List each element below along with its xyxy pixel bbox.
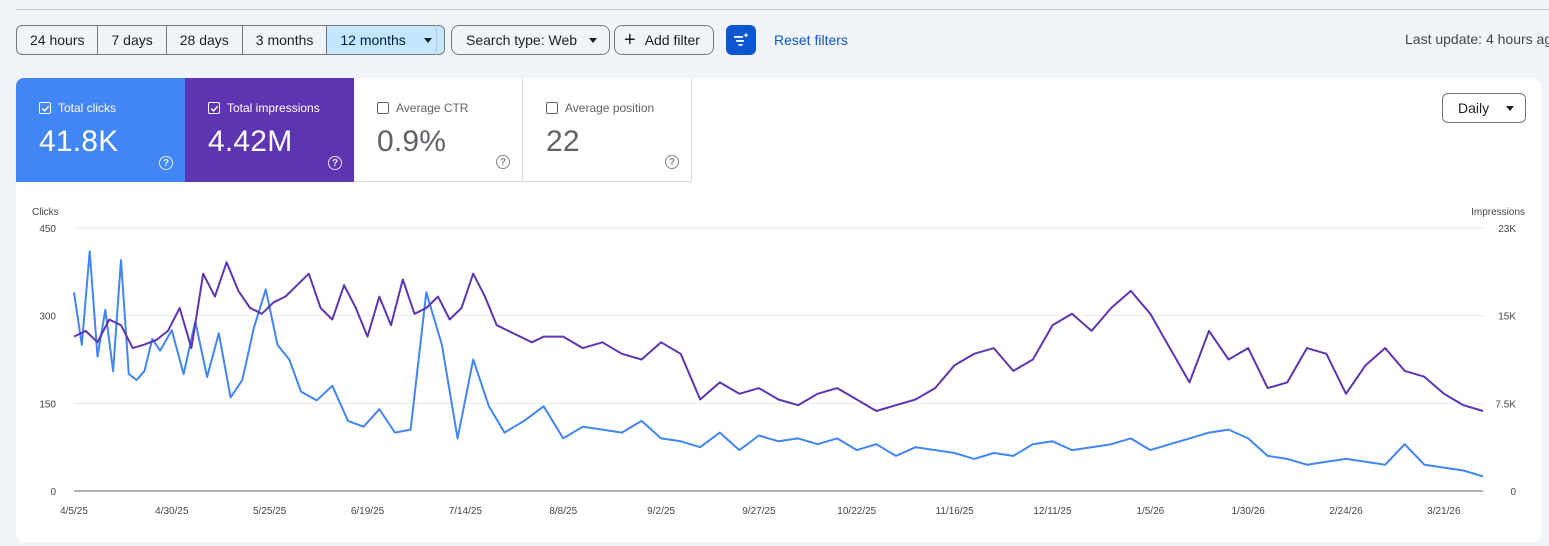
- y-right-tick-label: 0: [1510, 487, 1516, 498]
- granularity-dropdown[interactable]: Daily: [1442, 93, 1526, 123]
- range-12-months-label: 12 months: [340, 32, 406, 48]
- checkbox-checked-icon[interactable]: [208, 102, 220, 114]
- metric-value: 41.8K: [39, 125, 119, 158]
- metric-value: 0.9%: [377, 125, 447, 158]
- metric-total-clicks[interactable]: Total clicks 41.8K ?: [16, 78, 185, 182]
- date-range-selector: 24 hours 7 days 28 days 3 months 12 mont…: [16, 25, 445, 55]
- add-filter-button[interactable]: + Add filter: [614, 25, 714, 55]
- metric-value: 4.42M: [208, 125, 293, 158]
- x-tick-label: 8/8/25: [549, 506, 577, 517]
- search-type-dropdown[interactable]: Search type: Web: [451, 25, 611, 55]
- plus-icon: +: [624, 29, 636, 51]
- x-tick-label: 2/24/26: [1329, 506, 1363, 517]
- y-left-axis-title: Clicks: [32, 207, 59, 218]
- y-right-tick-label: 23K: [1498, 224, 1516, 235]
- range-3-months[interactable]: 3 months: [243, 26, 328, 54]
- metric-label: Average CTR: [396, 101, 469, 115]
- metric-label-row: Average CTR: [377, 101, 522, 115]
- caret-down-icon: [589, 37, 598, 43]
- x-tick-label: 3/21/26: [1427, 506, 1461, 517]
- metric-value: 22: [546, 125, 580, 158]
- metric-label: Average position: [565, 101, 655, 115]
- caret-down-icon: [1506, 105, 1515, 111]
- checkbox-unchecked-icon[interactable]: [546, 102, 558, 114]
- range-24-hours[interactable]: 24 hours: [17, 26, 99, 54]
- x-tick-label: 10/22/25: [837, 506, 876, 517]
- add-filter-label: Add filter: [644, 32, 700, 48]
- metric-average-ctr[interactable]: Average CTR 0.9% ?: [354, 78, 523, 182]
- range-28-days[interactable]: 28 days: [167, 26, 243, 54]
- checkbox-checked-icon[interactable]: [39, 102, 51, 114]
- help-icon[interactable]: ?: [159, 156, 173, 170]
- y-left-tick-label: 150: [39, 399, 56, 410]
- help-icon[interactable]: ?: [496, 155, 510, 169]
- series-line-clicks: [73, 250, 1484, 478]
- reset-filters-link[interactable]: Reset filters: [774, 32, 848, 48]
- range-7-days[interactable]: 7 days: [98, 26, 167, 54]
- x-tick-label: 7/14/25: [449, 506, 483, 517]
- metric-label-row: Average position: [546, 101, 691, 115]
- metric-label: Total clicks: [58, 101, 117, 115]
- checkbox-unchecked-icon[interactable]: [377, 102, 389, 114]
- performance-chart: 0 0 150 7.5K 300 15K 450 23K Clicks Impressions 4/…: [32, 207, 1525, 517]
- x-tick-label: 4/5/25: [60, 506, 88, 517]
- last-update-text: Last update: 4 hours ago: [1405, 31, 1549, 47]
- x-tick-label: 1/30/26: [1231, 506, 1265, 517]
- metric-average-position[interactable]: Average position 22 ?: [523, 78, 692, 182]
- metric-label: Total impressions: [227, 101, 320, 115]
- toolbar-divider: [436, 25, 437, 55]
- y-right-tick-label: 15K: [1498, 312, 1516, 323]
- top-divider: [16, 9, 1549, 10]
- x-tick-label: 9/27/25: [742, 506, 776, 517]
- y-left-tick-label: 450: [39, 224, 56, 235]
- x-tick-label: 1/5/26: [1136, 506, 1164, 517]
- x-tick-label: 6/19/25: [351, 506, 385, 517]
- y-left-tick-label: 0: [50, 487, 56, 498]
- metric-total-impressions[interactable]: Total impressions 4.42M ?: [185, 78, 354, 182]
- y-right-tick-label: 7.5K: [1495, 399, 1516, 410]
- metric-label-row: Total clicks: [39, 101, 185, 115]
- x-tick-label: 4/30/25: [155, 506, 189, 517]
- caret-down-icon: [423, 37, 432, 43]
- filter-sparkle-button[interactable]: [726, 25, 756, 55]
- range-12-months[interactable]: 12 months: [327, 26, 444, 54]
- help-icon[interactable]: ?: [665, 155, 679, 169]
- x-tick-label: 9/2/25: [647, 506, 675, 517]
- x-tick-label: 11/16/25: [936, 506, 975, 517]
- help-icon[interactable]: ?: [328, 156, 342, 170]
- metric-label-row: Total impressions: [208, 101, 354, 115]
- filter-sparkle-icon: [734, 32, 749, 46]
- y-right-axis-title: Impressions: [1471, 207, 1525, 218]
- granularity-label: Daily: [1458, 100, 1490, 116]
- search-type-label: Search type: Web: [466, 32, 578, 48]
- series-line-impressions: [73, 261, 1484, 412]
- y-left-tick-label: 300: [39, 312, 56, 323]
- x-tick-label: 12/11/25: [1033, 506, 1072, 517]
- x-tick-label: 5/25/25: [253, 506, 287, 517]
- performance-card: Total clicks 41.8K ? Total impressions 4…: [16, 78, 1541, 542]
